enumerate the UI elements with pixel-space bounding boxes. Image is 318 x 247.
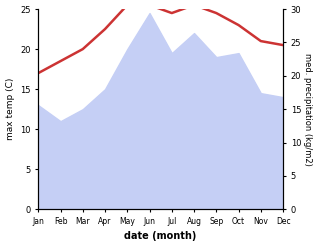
- X-axis label: date (month): date (month): [124, 231, 197, 242]
- Y-axis label: med. precipitation (kg/m2): med. precipitation (kg/m2): [303, 53, 313, 165]
- Y-axis label: max temp (C): max temp (C): [5, 78, 15, 140]
